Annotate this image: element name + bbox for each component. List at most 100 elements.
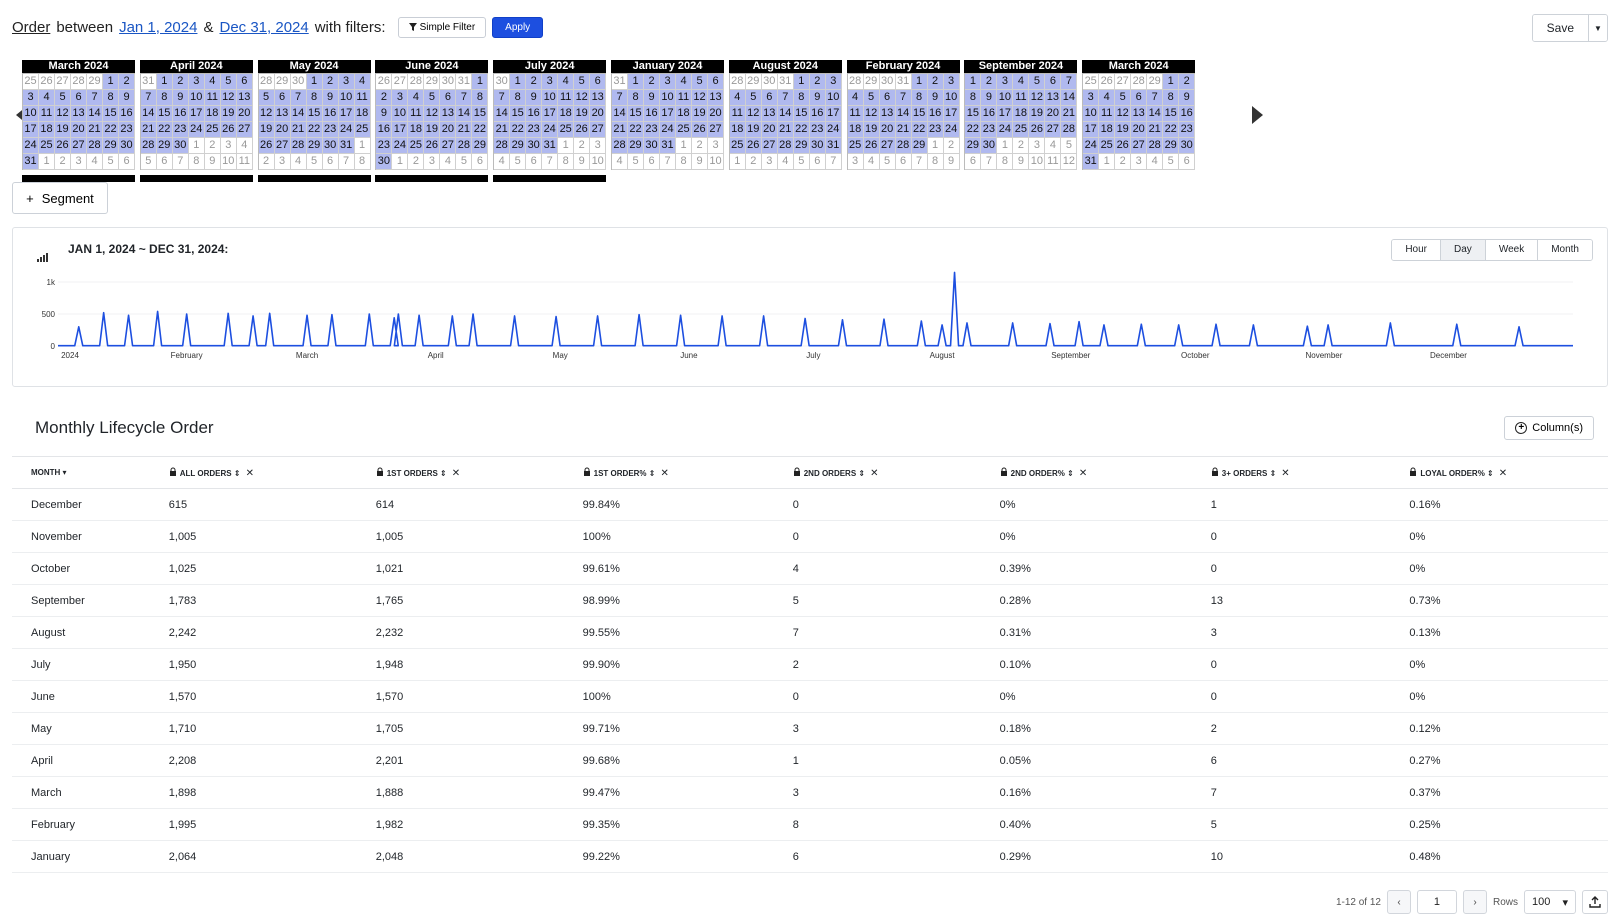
end-date-link[interactable]: Dec 31, 2024 — [219, 18, 309, 36]
calendar-day[interactable]: 5 — [1029, 74, 1046, 90]
calendar-day[interactable]: 31 — [456, 74, 473, 90]
calendar-day[interactable]: 6 — [1045, 74, 1062, 90]
calendar-day[interactable]: 7 — [87, 90, 103, 106]
calendar-day[interactable]: 31 — [140, 74, 157, 90]
calendar-day[interactable]: 3 — [1029, 138, 1046, 154]
calendar-day[interactable]: 11 — [1099, 106, 1116, 122]
calendar-day[interactable]: 5 — [510, 154, 527, 170]
calendar-day[interactable]: 8 — [676, 154, 692, 170]
calendar-day[interactable]: 31 — [612, 74, 628, 90]
calendar-day[interactable]: 29 — [745, 74, 762, 90]
calendar-day[interactable]: 25 — [1013, 122, 1030, 138]
calendar-day[interactable]: 2 — [1013, 138, 1030, 154]
calendar-day[interactable]: 20 — [879, 122, 896, 138]
calendar-day[interactable]: 6 — [708, 74, 724, 90]
calendar-day[interactable]: 24 — [997, 122, 1014, 138]
calendar-day[interactable]: 26 — [424, 138, 441, 154]
calendar-day[interactable]: 28 — [258, 74, 275, 90]
calendar-day[interactable]: 7 — [911, 154, 928, 170]
calendar-day[interactable]: 26 — [1029, 122, 1046, 138]
calendar-day[interactable]: 28 — [895, 138, 912, 154]
calendar-day[interactable]: 29 — [1147, 74, 1164, 90]
calendar-day[interactable]: 14 — [777, 106, 794, 122]
calendar-day[interactable]: 18 — [1099, 122, 1116, 138]
calendar-day[interactable]: 5 — [258, 90, 275, 106]
calendar-day[interactable]: 1 — [156, 74, 173, 90]
calendar-day[interactable]: 5 — [745, 90, 762, 106]
calendar-day[interactable]: 2 — [376, 90, 393, 106]
calendar-day[interactable]: 12 — [55, 106, 71, 122]
calendar-day[interactable]: 30 — [809, 138, 826, 154]
calendar-day[interactable]: 2 — [574, 138, 591, 154]
calendar-day[interactable]: 9 — [1179, 90, 1196, 106]
calendar-day[interactable]: 7 — [456, 90, 473, 106]
calendar-day[interactable]: 31 — [660, 138, 676, 154]
calendar-day[interactable]: 10 — [943, 90, 960, 106]
calendar-day[interactable]: 7 — [338, 154, 355, 170]
calendar-day[interactable]: 3 — [660, 74, 676, 90]
calendar-day[interactable]: 18 — [354, 106, 371, 122]
calendar-day[interactable]: 5 — [879, 154, 896, 170]
calendar-day[interactable]: 13 — [708, 90, 724, 106]
calendar-day[interactable]: 24 — [1083, 138, 1100, 154]
calendar-day[interactable]: 23 — [1179, 122, 1196, 138]
calendar-day[interactable]: 27 — [236, 122, 253, 138]
calendar-day[interactable]: 2 — [809, 74, 826, 90]
calendar-day[interactable]: 6 — [965, 154, 982, 170]
calendar-day[interactable]: 2 — [204, 138, 221, 154]
calendar-day[interactable]: 18 — [204, 106, 221, 122]
calendar-day[interactable]: 12 — [574, 90, 591, 106]
calendar-day[interactable]: 20 — [274, 122, 291, 138]
calendar-day[interactable]: 2 — [745, 154, 762, 170]
calendar-day[interactable]: 23 — [322, 122, 339, 138]
calendar-day[interactable]: 16 — [809, 106, 826, 122]
calendar-day[interactable]: 15 — [472, 106, 489, 122]
calendar-day[interactable]: 2 — [943, 138, 960, 154]
sort-icon[interactable]: ⇕ — [437, 468, 447, 478]
calendar-day[interactable]: 4 — [236, 138, 253, 154]
calendar-day[interactable]: 24 — [188, 122, 205, 138]
column-header[interactable]: MONTH ▾ — [12, 456, 169, 489]
calendar-day[interactable]: 26 — [258, 138, 275, 154]
calendar-day[interactable]: 6 — [156, 154, 173, 170]
calendar-day[interactable]: 18 — [39, 122, 55, 138]
calendar-day[interactable]: 24 — [542, 122, 559, 138]
calendar-day[interactable]: 23 — [172, 122, 189, 138]
calendar-day[interactable]: 27 — [392, 74, 409, 90]
calendar-day[interactable]: 26 — [1099, 74, 1116, 90]
column-header[interactable]: LOYAL ORDER% ⇕ ✕ — [1409, 456, 1608, 489]
start-date-link[interactable]: Jan 1, 2024 — [119, 18, 198, 36]
calendar-day[interactable]: 30 — [526, 138, 543, 154]
calendar-day[interactable]: 29 — [911, 138, 928, 154]
calendar-day[interactable]: 30 — [290, 74, 307, 90]
save-dropdown-chevron-icon[interactable]: ▼ — [1589, 15, 1607, 41]
sort-icon[interactable]: ⇕ — [1484, 468, 1494, 478]
calendar-day[interactable]: 3 — [847, 154, 864, 170]
calendar-day[interactable]: 5 — [1115, 90, 1132, 106]
calendar-day[interactable]: 8 — [188, 154, 205, 170]
calendar-day[interactable]: 17 — [338, 106, 355, 122]
remove-column-close-icon[interactable]: ✕ — [1078, 467, 1088, 479]
calendar-day[interactable]: 24 — [660, 122, 676, 138]
calendar-day[interactable]: 6 — [879, 90, 896, 106]
calendar-day[interactable]: 9 — [204, 154, 221, 170]
calendar-day[interactable]: 3 — [424, 154, 441, 170]
calendar-day[interactable]: 31 — [338, 138, 355, 154]
calendar-day[interactable]: 24 — [392, 138, 409, 154]
calendar-day[interactable]: 3 — [1131, 154, 1148, 170]
entity-selector[interactable]: Order — [12, 18, 51, 36]
calendar-day[interactable]: 26 — [220, 122, 237, 138]
calendar-day[interactable]: 1 — [472, 74, 489, 90]
calendar-day[interactable]: 3 — [392, 90, 409, 106]
calendar-day[interactable]: 21 — [895, 122, 912, 138]
calendar-day[interactable]: 22 — [793, 122, 810, 138]
calendar-day[interactable]: 2 — [981, 74, 998, 90]
calendar-day[interactable]: 28 — [1147, 138, 1164, 154]
calendar-day[interactable]: 1 — [103, 74, 119, 90]
calendar-day[interactable]: 18 — [408, 122, 425, 138]
calendar-day[interactable]: 26 — [376, 74, 393, 90]
calendar-day[interactable]: 16 — [927, 106, 944, 122]
calendar-day[interactable]: 20 — [440, 122, 457, 138]
sort-icon[interactable]: ⇕ — [1064, 468, 1074, 478]
calendar-day[interactable]: 6 — [119, 154, 135, 170]
